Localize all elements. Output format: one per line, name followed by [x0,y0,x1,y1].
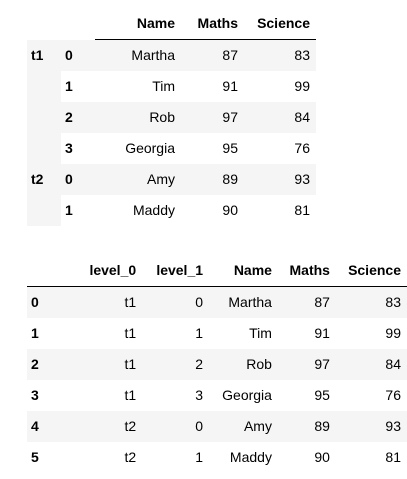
row-index-label: 3 [31,387,39,403]
table-body: t1 0 Martha 87 83 1 Tim 91 99 2 Rob 97 8… [27,39,316,226]
cell-science: 83 [329,286,407,318]
cell-name: Georgia [222,387,272,403]
cell-level-0: t1 [124,325,137,341]
table-row: 1 t1 1 Tim 91 99 [27,318,407,349]
cell-maths: 95 [222,140,238,156]
cell-level-0: t1 [124,387,137,403]
table-row: 1 Maddy 90 81 [27,195,316,226]
column-header-science: Science [238,7,316,40]
cell-name: Maddy [132,202,175,218]
table-row: 3 t1 3 Georgia 95 76 [27,380,407,411]
group-index-label: t2 [27,164,61,226]
cell-name: Martha [95,39,175,71]
cell-name: Amy [95,164,175,195]
cell-name: Tim [152,78,175,94]
cell-name: Tim [249,325,272,341]
cell-science: 84 [329,349,407,380]
row-index-label: 0 [61,39,95,71]
cell-level-1: 1 [195,449,204,465]
cell-name: Martha [203,286,272,318]
cell-science: 99 [294,78,310,94]
row-index-label: 1 [31,325,39,341]
group-index-label: t1 [27,39,61,164]
column-header-level-0: level_0 [56,254,137,287]
cell-maths: 95 [314,387,330,403]
table-row: 3 Georgia 95 76 [27,133,316,164]
cell-maths: 89 [175,164,238,195]
table-row: 0 t1 0 Martha 87 83 [27,286,407,318]
row-index-label: 1 [65,202,73,218]
row-index-label: 1 [65,78,73,94]
row-index-label: 0 [27,286,57,318]
cell-science: 99 [385,325,401,341]
cell-name: Maddy [229,449,272,465]
cell-maths: 91 [222,78,238,94]
row-index-label: 2 [61,102,95,133]
table-row: t1 0 Martha 87 83 [27,39,316,164]
cell-level-1: 0 [136,411,204,442]
table-row: 2 Rob 97 84 [27,102,316,133]
cell-maths: 91 [314,325,330,341]
cell-science: 76 [294,140,310,156]
reset-index-dataframe-table: level_0 level_1 Name Maths Science 0 t1 … [27,254,407,473]
column-header-level-1: level_1 [136,254,204,287]
table-header: Name Maths Science [27,7,316,40]
row-index-label: 3 [65,140,73,156]
table-row: 1 Tim 91 99 [27,71,316,102]
table-body: 0 t1 0 Martha 87 83 1 t1 1 Tim 91 99 2 t… [27,286,407,474]
cell-level-0: t1 [56,349,137,380]
index-header-blank [61,7,95,40]
header-row: Name Maths Science [27,7,316,40]
column-header-maths: Maths [271,254,330,287]
cell-level-1: 3 [195,387,204,403]
table-row: 5 t2 1 Maddy 90 81 [27,442,407,473]
column-header-science: Science [329,254,407,287]
cell-name: Rob [95,102,175,133]
header-row: level_0 level_1 Name Maths Science [27,254,407,287]
cell-level-0: t2 [56,411,137,442]
row-index-label: 5 [31,449,39,465]
table-row: 4 t2 0 Amy 89 93 [27,411,407,442]
cell-maths: 97 [175,102,238,133]
table-header: level_0 level_1 Name Maths Science [27,254,407,287]
cell-maths: 97 [271,349,330,380]
cell-name: Rob [203,349,272,380]
cell-name: Amy [203,411,272,442]
cell-level-1: 0 [136,286,204,318]
cell-science: 93 [329,411,407,442]
row-index-label: 0 [61,164,95,195]
column-header-name: Name [203,254,272,287]
cell-science: 83 [238,39,316,71]
table-row: 2 t1 2 Rob 97 84 [27,349,407,380]
multiindex-dataframe-table: Name Maths Science t1 0 Martha 87 83 1 T… [27,7,316,226]
cell-level-1: 1 [195,325,204,341]
column-header-maths: Maths [175,7,238,40]
row-index-label: 4 [27,411,57,442]
cell-science: 81 [385,449,401,465]
cell-maths: 87 [175,39,238,71]
cell-maths: 89 [271,411,330,442]
index-header-blank [27,254,57,287]
index-header-blank [27,7,61,40]
cell-science: 81 [294,202,310,218]
cell-level-1: 2 [136,349,204,380]
cell-maths: 87 [271,286,330,318]
cell-level-0: t1 [56,286,137,318]
row-index-label: 2 [27,349,57,380]
cell-science: 84 [238,102,316,133]
cell-maths: 90 [222,202,238,218]
table-row: t2 0 Amy 89 93 [27,164,316,226]
cell-level-0: t2 [124,449,137,465]
column-header-name: Name [95,7,175,40]
cell-science: 76 [385,387,401,403]
cell-science: 93 [238,164,316,195]
cell-maths: 90 [314,449,330,465]
cell-name: Georgia [125,140,175,156]
